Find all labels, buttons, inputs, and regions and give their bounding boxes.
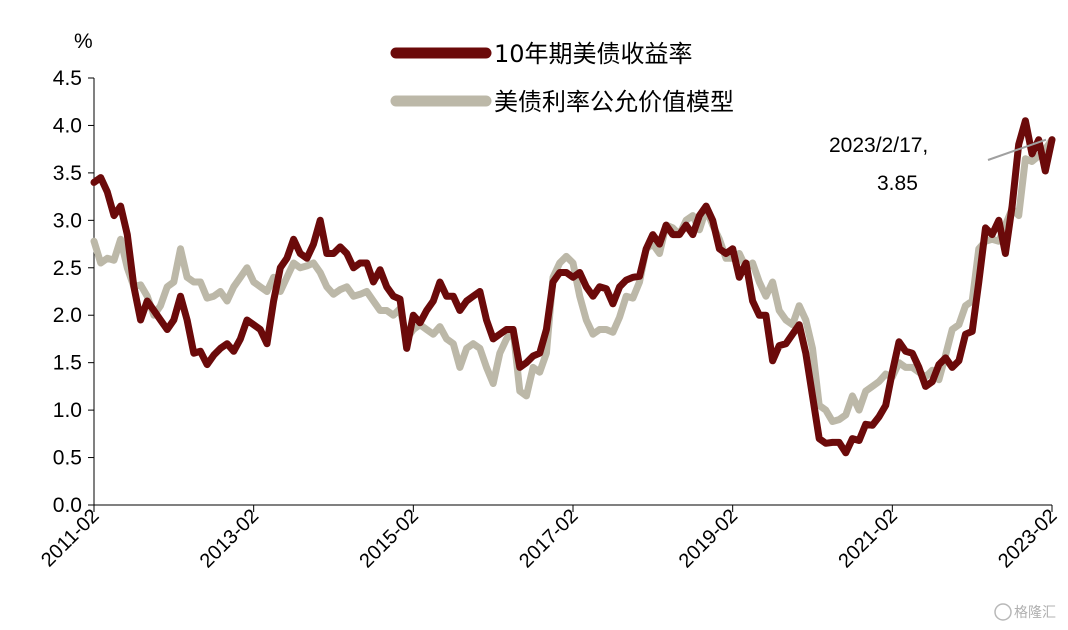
annotation-value-label: 3.85 xyxy=(877,172,918,195)
y-tick-label: 3.5 xyxy=(53,162,82,185)
x-tick-label: 2013-02 xyxy=(196,505,263,572)
watermark-text: 格隆汇 xyxy=(1014,605,1056,621)
y-tick-label: 1.5 xyxy=(53,352,82,375)
legend: 10年期美债收益率 美债利率公允价值模型 xyxy=(390,40,734,116)
legend-label-fair-value: 美债利率公允价值模型 xyxy=(494,88,734,116)
x-tick-label: 2019-02 xyxy=(675,505,742,572)
y-tick-label: 3.0 xyxy=(53,209,82,232)
y-tick-label: 2.5 xyxy=(53,257,82,280)
y-tick-label: 4.0 xyxy=(53,114,82,137)
series-line-yield xyxy=(90,117,1056,457)
watermark: 格隆汇 xyxy=(994,603,1056,621)
y-tick-label: 4.5 xyxy=(53,67,82,90)
x-tick-label: 2023-02 xyxy=(994,505,1061,572)
series-layer xyxy=(90,117,1056,457)
x-axis: 2011-02 2013-02 2015-02 2017-02 2019-02 2021-… xyxy=(37,504,1062,572)
x-tick-label: 2017-02 xyxy=(515,505,582,572)
annotation-date-label: 2023/2/17, xyxy=(829,134,928,157)
watermark-logo-icon xyxy=(994,603,1012,621)
x-tick-label: 2021-02 xyxy=(834,505,901,572)
legend-label-yield: 10年期美债收益率 xyxy=(494,40,693,68)
y-tick-label: 2.0 xyxy=(53,304,82,327)
y-unit-label: % xyxy=(74,30,93,53)
annotation: 2023/2/17, 3.85 xyxy=(829,134,1047,195)
y-axis: 0.0 0.5 1.0 1.5 2.0 2.5 3.0 3.5 4.0 4.5 xyxy=(53,67,95,517)
annotation-leader-line xyxy=(987,138,1047,161)
y-tick-label: 0.5 xyxy=(53,447,82,470)
x-tick-label: 2015-02 xyxy=(355,505,422,572)
y-tick-label: 1.0 xyxy=(53,399,82,422)
y-tick-label: 0.0 xyxy=(53,494,82,517)
